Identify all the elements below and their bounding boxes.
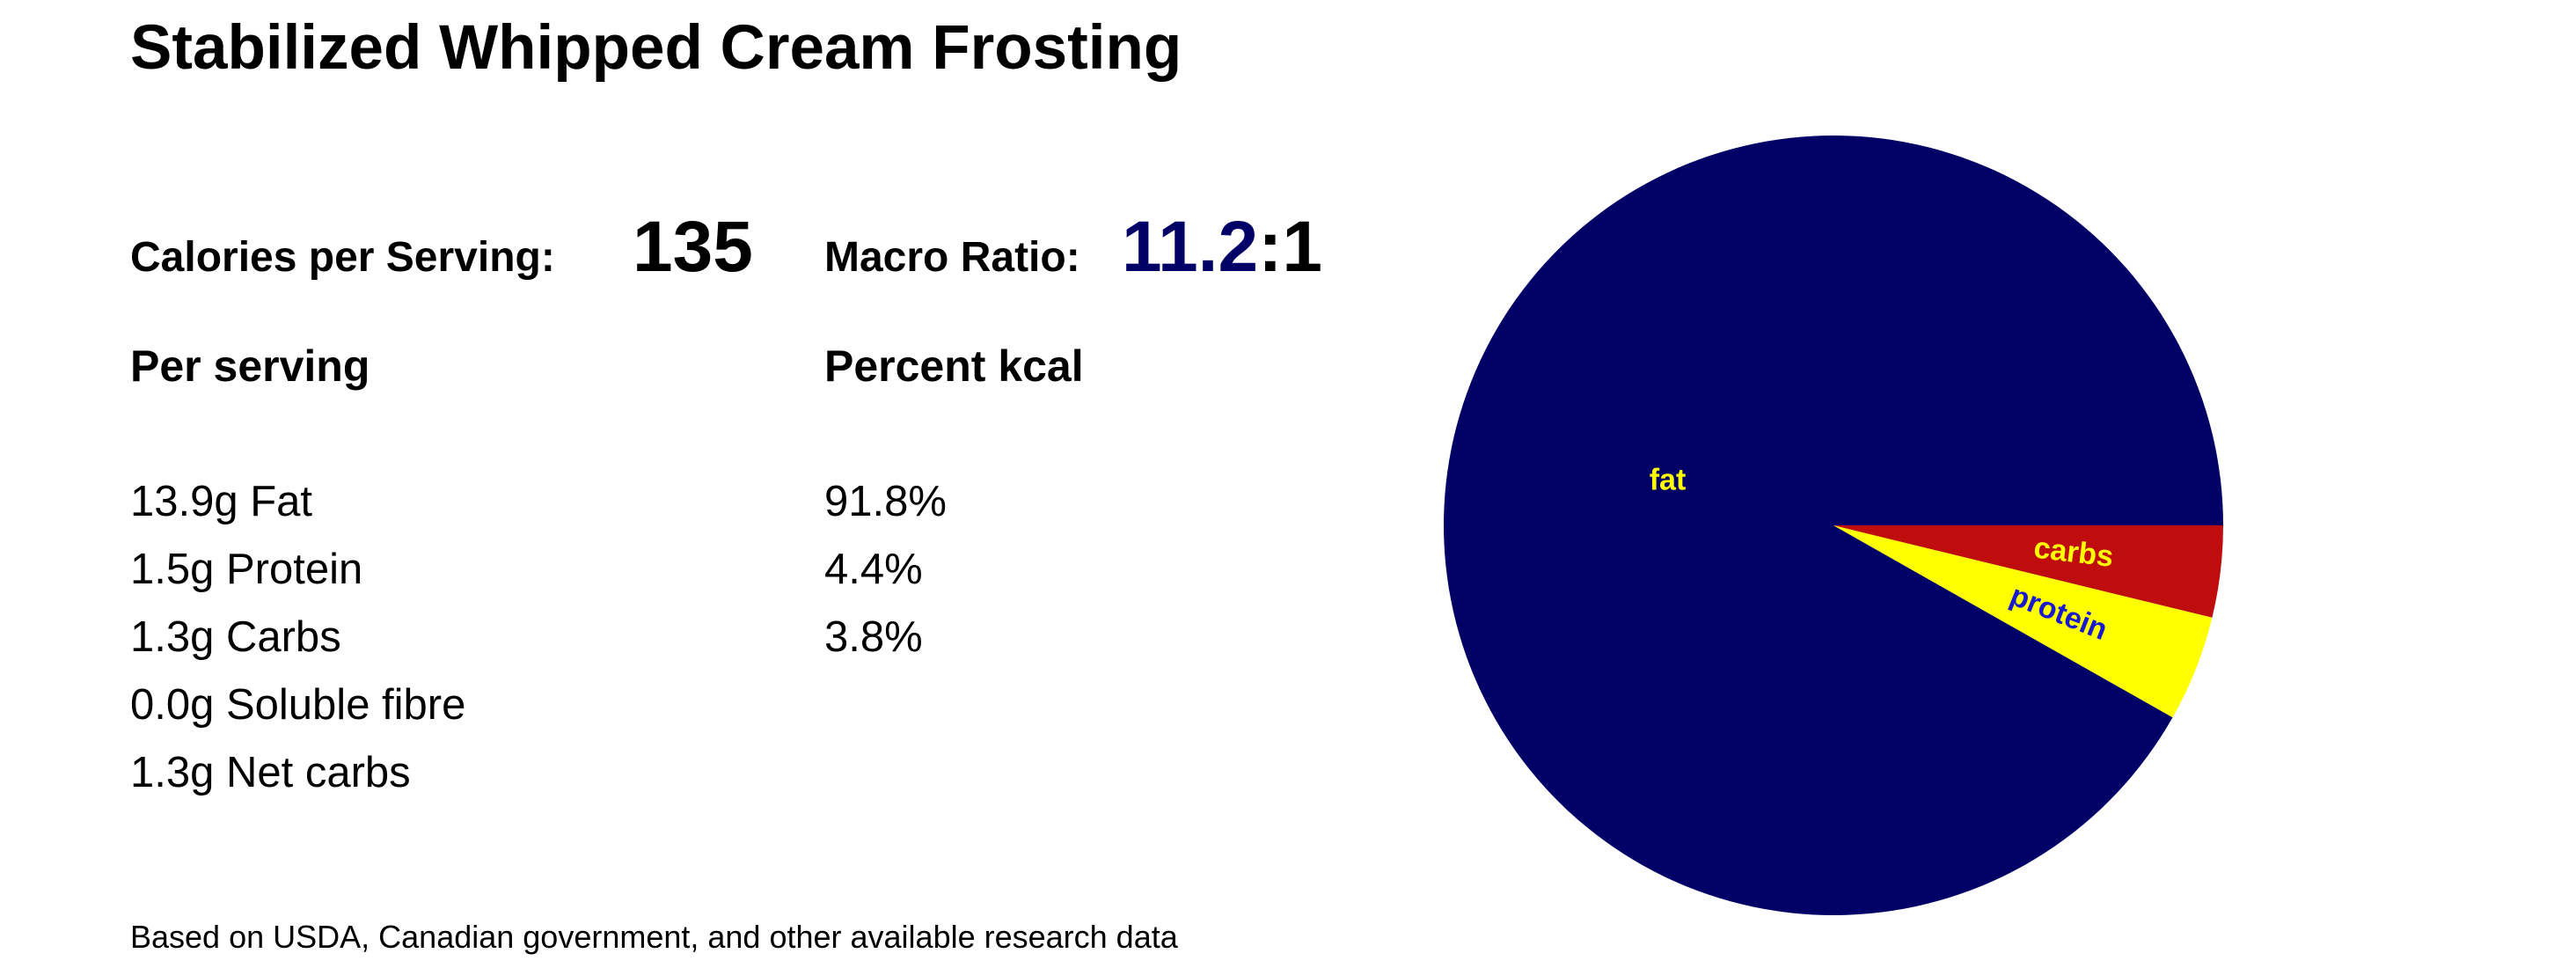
per-serving-row: 0.0g Soluble fibre xyxy=(130,681,465,729)
percent-row: 3.8% xyxy=(824,613,923,661)
column-header: Percent kcal xyxy=(824,341,1084,391)
page-title: Stabilized Whipped Cream Frosting xyxy=(130,13,1182,83)
per-serving-row: 13.9g Fat xyxy=(130,478,312,525)
ratio-value: 11.2 xyxy=(1122,207,1258,287)
per-serving-row: 1.3g Net carbs xyxy=(130,749,411,796)
macro-ratio: 11.2:1 xyxy=(1122,207,1322,287)
ratio-suffix: :1 xyxy=(1258,207,1322,287)
pie-slice xyxy=(1833,525,2213,718)
ratio-label: Macro Ratio: xyxy=(824,234,1080,281)
pie-slice xyxy=(1833,525,2223,618)
per-serving-row: 1.3g Carbs xyxy=(130,613,341,661)
percent-row: 4.4% xyxy=(824,546,923,593)
calories-value: 135 xyxy=(633,207,753,287)
slice-label: fat xyxy=(1650,463,1687,496)
per-serving-row: 1.5g Protein xyxy=(130,546,362,593)
footer-note: Based on USDA, Canadian government, and … xyxy=(130,919,1179,955)
column-header: Per serving xyxy=(130,341,370,391)
calories-label: Calories per Serving: xyxy=(130,234,555,281)
percent-row: 91.8% xyxy=(824,478,947,525)
rows: 13.9g Fat 1.5g Protein 1.3g Carbs 0.0g Solu… xyxy=(130,478,947,796)
pie-slice xyxy=(1444,136,2223,916)
